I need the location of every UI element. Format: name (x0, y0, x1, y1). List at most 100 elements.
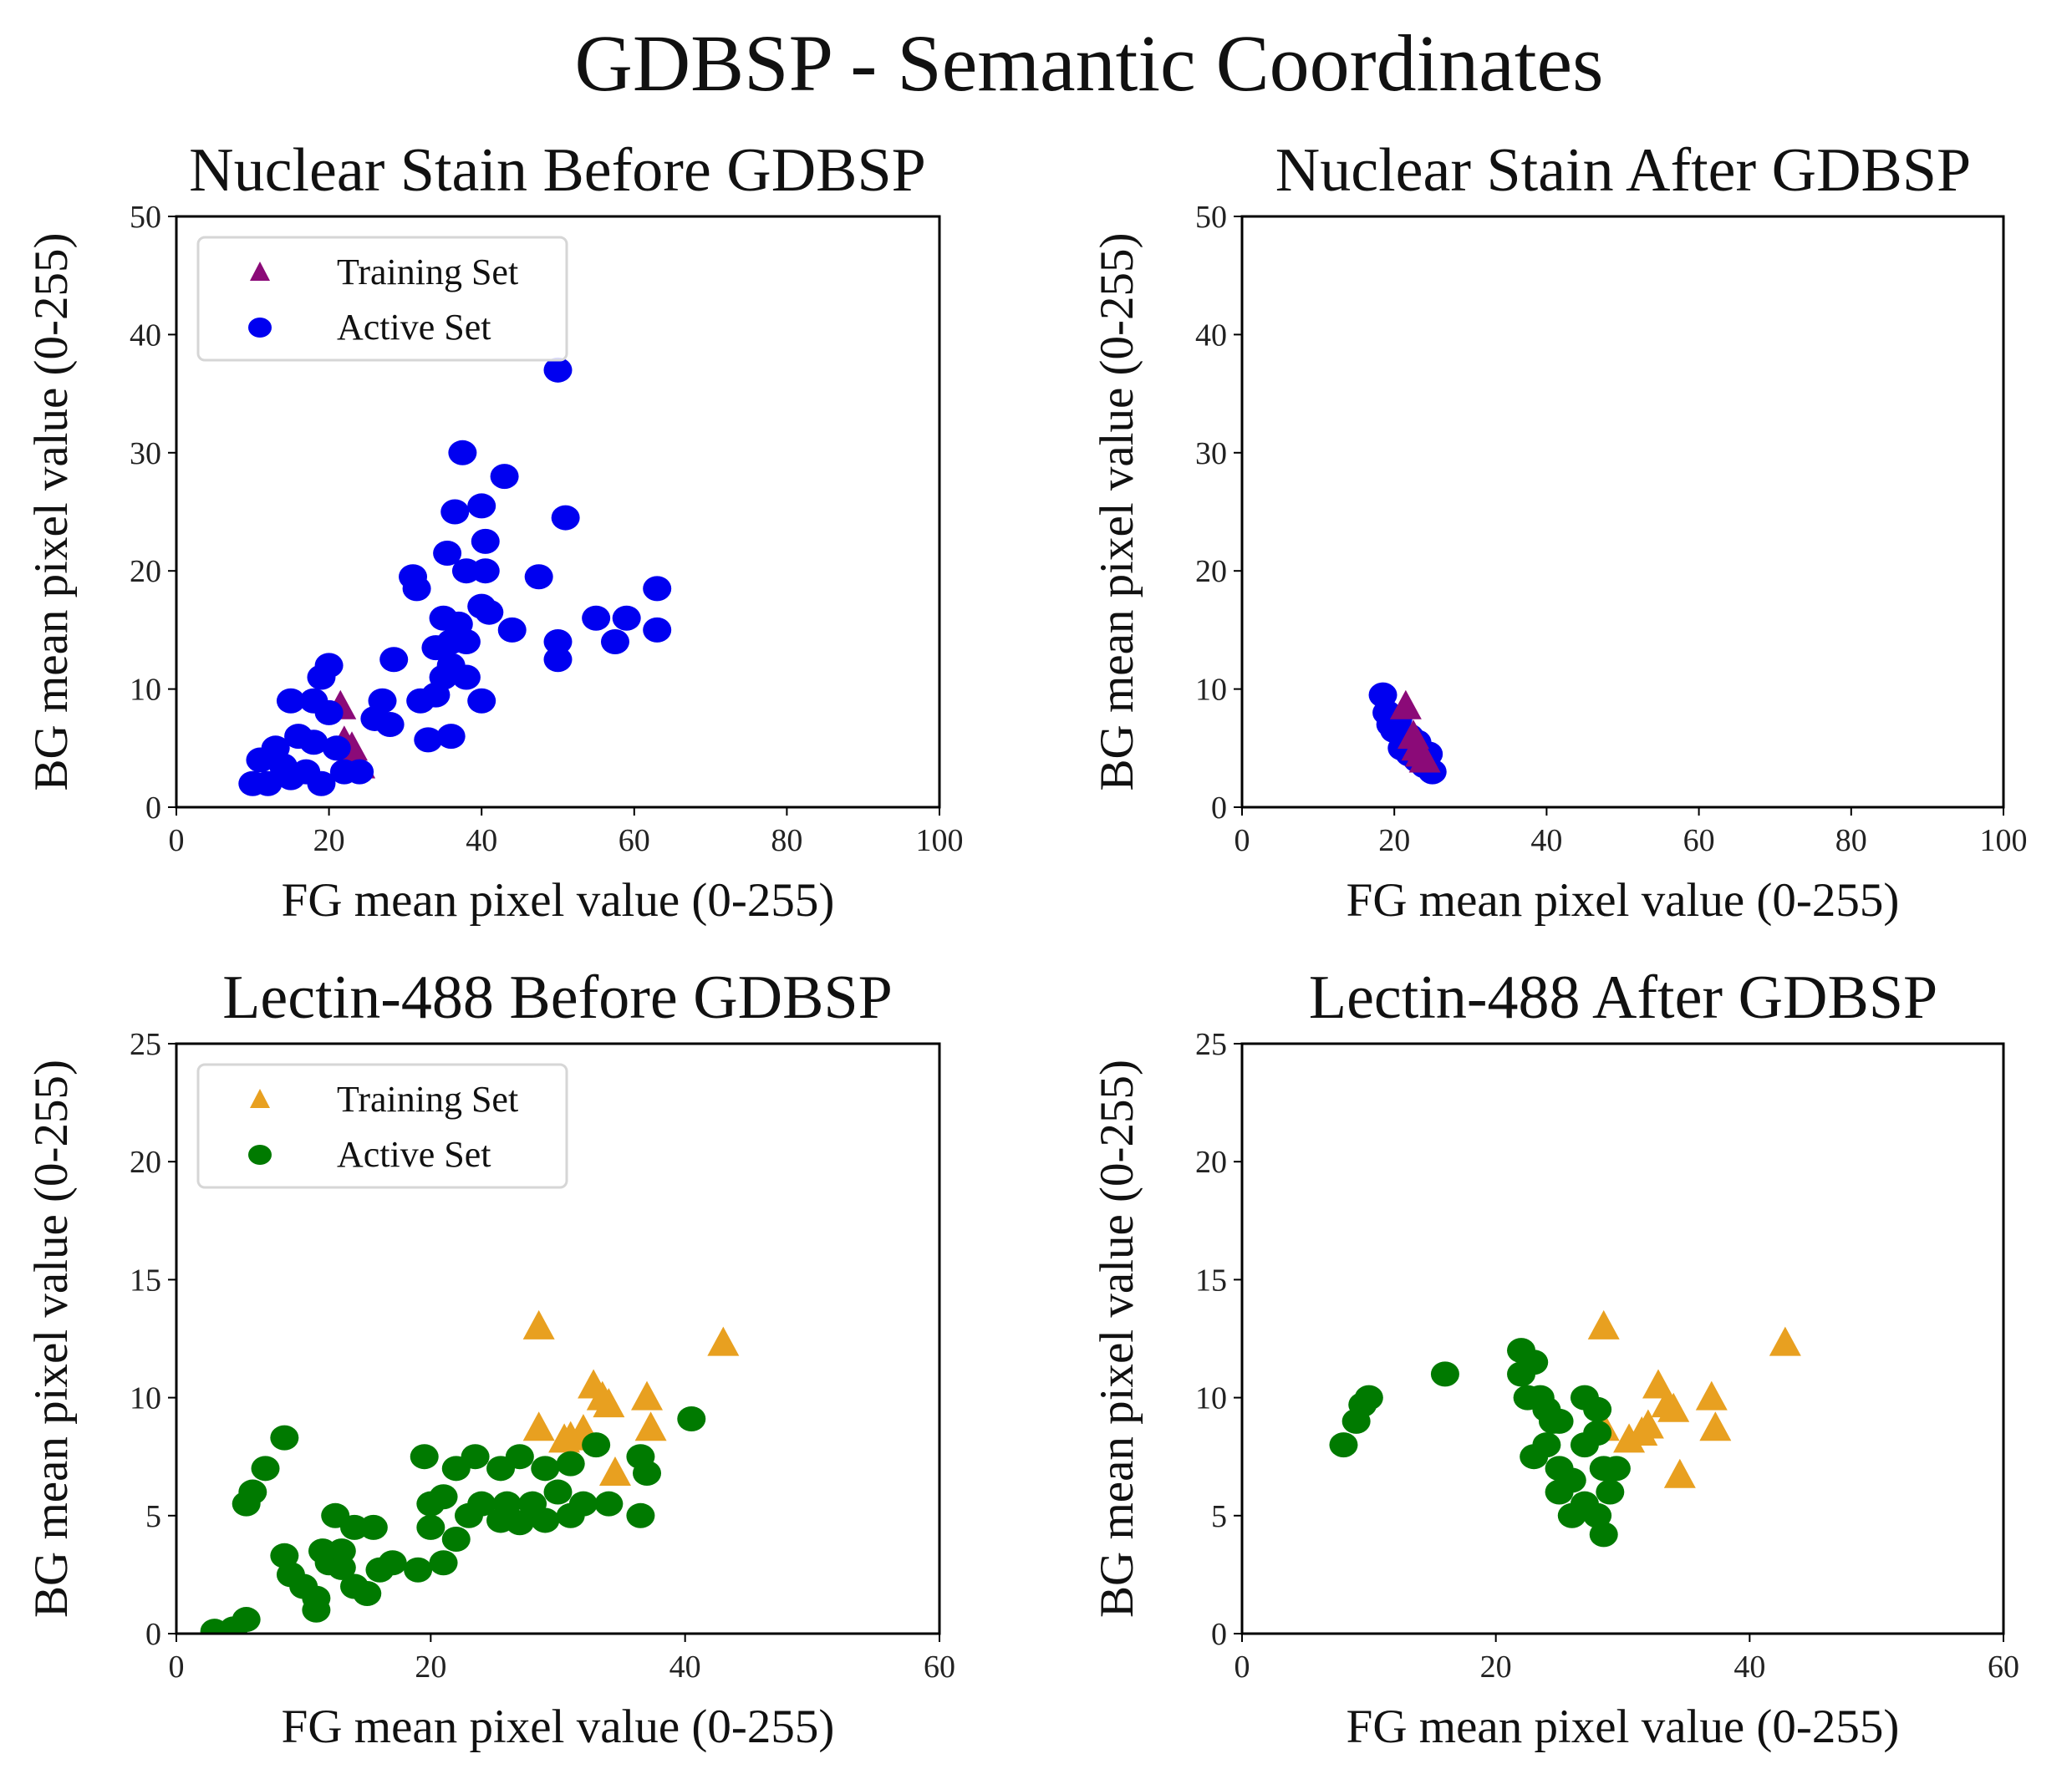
x-tick-label: 60 (1683, 823, 1715, 858)
series-active-set (238, 357, 672, 796)
data-point (276, 765, 305, 790)
data-point (451, 629, 481, 655)
x-tick-label: 20 (415, 1650, 446, 1685)
data-point (421, 635, 451, 661)
figure-title: GDBSP - Semantic Coordinates (574, 18, 1603, 108)
subplot-title: Lectin-488 After GDBSP (1309, 963, 1937, 1032)
series-active-set (1329, 1338, 1631, 1548)
data-point (404, 1557, 433, 1583)
y-tick-label: 20 (1195, 554, 1227, 589)
y-tick-label: 30 (1195, 436, 1227, 471)
x-axis-label: FG mean pixel value (0-255) (282, 874, 835, 927)
data-point (600, 629, 629, 655)
data-point (543, 1479, 573, 1505)
legend: Training Set Active Set (196, 236, 568, 362)
data-point (246, 747, 275, 773)
data-point (524, 564, 553, 590)
data-point (436, 724, 466, 750)
y-tick-label: 0 (145, 790, 161, 826)
data-point (421, 682, 451, 708)
y-tick-label: 25 (1195, 1027, 1227, 1062)
y-tick-label: 40 (130, 318, 161, 353)
series-training-set (1389, 689, 1441, 773)
x-tick-label: 60 (619, 823, 650, 858)
legend-label: Training Set (337, 252, 518, 292)
data-point (1626, 1416, 1658, 1446)
data-point (270, 1425, 299, 1451)
y-tick-label: 0 (1211, 1617, 1227, 1652)
x-tick-label: 20 (313, 823, 345, 858)
plot-area (1329, 1309, 1801, 1548)
data-point (543, 629, 573, 655)
legend-marker-icon (248, 318, 272, 338)
data-point (308, 1538, 337, 1564)
y-tick-label: 0 (145, 1617, 161, 1652)
data-point (1587, 1309, 1620, 1339)
data-point (471, 528, 500, 554)
data-point (1557, 1502, 1586, 1528)
y-tick-label: 50 (130, 200, 161, 235)
data-point (299, 729, 328, 755)
data-point (1596, 1479, 1625, 1505)
series-active-set (200, 1406, 706, 1634)
data-point (1589, 1522, 1618, 1548)
y-tick-label: 20 (1195, 1145, 1227, 1180)
x-tick-label: 40 (1733, 1650, 1765, 1685)
data-point (448, 440, 477, 465)
y-axis-label: BG mean pixel value (0-255) (1091, 1060, 1143, 1618)
data-point (1329, 1432, 1358, 1458)
plot-area (238, 357, 672, 796)
data-point (410, 1444, 439, 1470)
data-point (302, 1597, 331, 1623)
y-tick-label: 10 (1195, 1381, 1227, 1416)
data-point (1663, 1458, 1696, 1488)
data-point (327, 1554, 356, 1580)
y-tick-label: 40 (1195, 318, 1227, 353)
data-point (1408, 743, 1441, 773)
data-point (1583, 1502, 1612, 1528)
data-point (522, 1309, 555, 1339)
data-point (643, 617, 672, 643)
data-point (543, 357, 573, 383)
data-point (634, 1411, 667, 1441)
data-point (497, 617, 527, 643)
data-point (556, 1451, 585, 1477)
data-point (416, 1514, 445, 1540)
data-point (454, 1502, 483, 1528)
data-point (1657, 1392, 1690, 1422)
data-point (441, 1527, 471, 1553)
y-tick-label: 20 (130, 554, 161, 589)
x-axis-label: FG mean pixel value (0-255) (1347, 874, 1900, 927)
data-point (433, 540, 462, 566)
data-point (253, 770, 283, 796)
x-tick-label: 60 (1988, 1650, 2019, 1685)
data-point (1695, 1380, 1728, 1411)
data-point (440, 499, 470, 525)
y-tick-label: 30 (130, 436, 161, 471)
data-point (556, 1502, 585, 1528)
data-point (677, 1406, 706, 1432)
y-tick-label: 0 (1211, 790, 1227, 826)
data-point (522, 1411, 555, 1441)
x-tick-label: 20 (1480, 1650, 1512, 1685)
data-point (322, 735, 351, 761)
data-point (1545, 1479, 1574, 1505)
data-point (1354, 1385, 1383, 1411)
subplot-title: Lectin-488 Before GDBSP (222, 963, 893, 1032)
data-point (232, 1491, 261, 1517)
legend-marker-icon (248, 1145, 272, 1165)
x-tick-label: 0 (1235, 823, 1250, 858)
y-axis-label: BG mean pixel value (0-255) (1091, 233, 1143, 791)
data-point (490, 464, 519, 490)
x-tick-label: 0 (1235, 1650, 1250, 1685)
data-point (359, 1514, 388, 1540)
data-point (353, 1580, 382, 1606)
data-point (1538, 1408, 1567, 1434)
legend-label: Training Set (337, 1079, 518, 1120)
data-point (429, 1484, 458, 1510)
x-tick-label: 100 (1980, 823, 2028, 858)
x-tick-label: 0 (169, 1650, 185, 1685)
data-point (554, 1421, 587, 1451)
subplot-3: Lectin-488 Before GDBSP 0 20 40 60 0 5 10 15 20 25… (25, 963, 955, 1753)
x-tick-label: 80 (771, 823, 802, 858)
